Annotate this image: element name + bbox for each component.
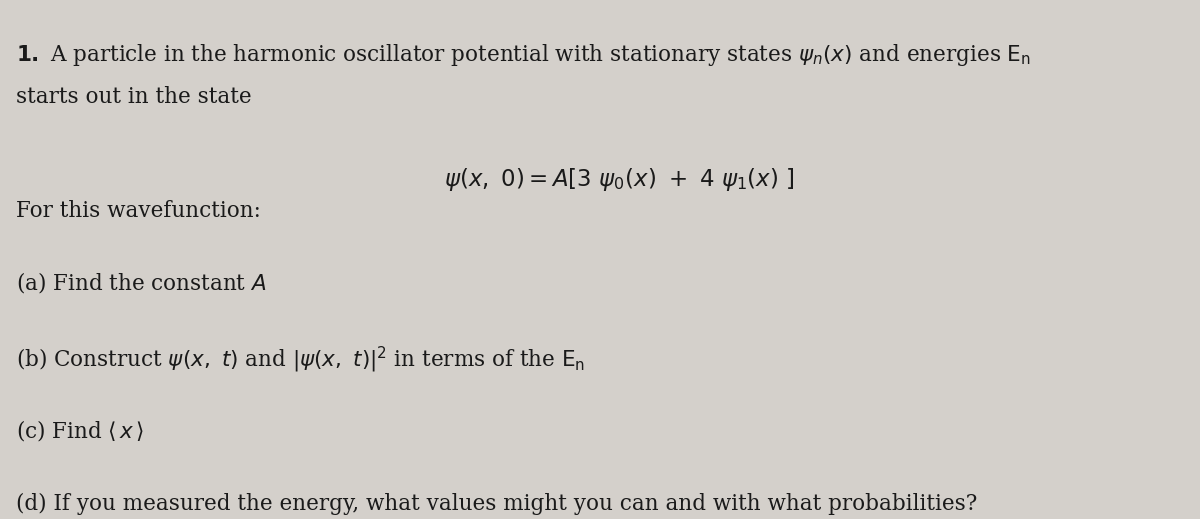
Text: $\mathbf{1.}$ A particle in the harmonic oscillator potential with stationary st: $\mathbf{1.}$ A particle in the harmonic… bbox=[16, 42, 1031, 67]
Text: (c) Find $\langle\, x\,\rangle$: (c) Find $\langle\, x\,\rangle$ bbox=[16, 418, 144, 443]
Text: starts out in the state: starts out in the state bbox=[16, 86, 251, 107]
Text: For this wavefunction:: For this wavefunction: bbox=[16, 200, 260, 222]
Text: (b) Construct $\psi(x,\ t)$ and $|\psi(x,\ t)|^2$ in terms of the $\mathrm{E}_\m: (b) Construct $\psi(x,\ t)$ and $|\psi(x… bbox=[16, 345, 584, 375]
Text: $\psi(x,\ 0) = A\left[3\ \psi_0(x)\ +\ 4\ \psi_1(x)\ \right]$: $\psi(x,\ 0) = A\left[3\ \psi_0(x)\ +\ 4… bbox=[444, 166, 794, 193]
Text: (d) If you measured the energy, what values might you can and with what probabil: (d) If you measured the energy, what val… bbox=[16, 493, 977, 515]
Text: (a) Find the constant $A$: (a) Find the constant $A$ bbox=[16, 270, 266, 295]
